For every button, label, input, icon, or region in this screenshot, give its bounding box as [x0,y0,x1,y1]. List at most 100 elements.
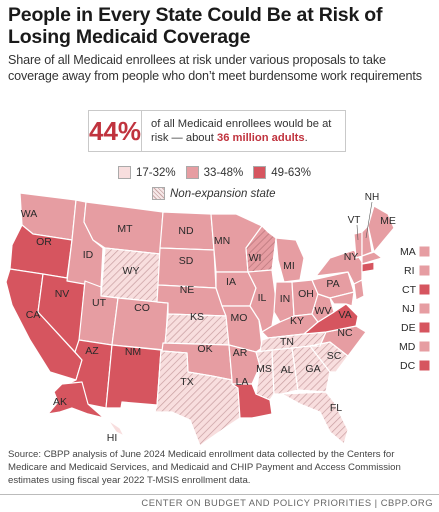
callout-text-before: of all Medicaid enrollees would be at ri… [151,118,332,144]
label-DC: DC [400,360,416,372]
callout-text: of all Medicaid enrollees would be at ri… [142,117,345,145]
label-UT: UT [92,297,107,309]
label-VA: VA [338,309,351,321]
state-WV [311,293,335,323]
legend-item-low: 17-32% [118,166,176,179]
label-MA: MA [400,246,416,258]
legend-swatch-low [118,166,131,179]
label-MN: MN [214,235,230,247]
label-LA: LA [236,376,249,388]
label-WI: WI [249,252,262,264]
label-OR: OR [36,236,52,248]
label-AR: AR [233,347,248,359]
label-VT: VT [348,215,361,226]
legend-hatch: Non-expansion state [152,187,275,200]
state-MD-shape [329,291,355,307]
label-TN: TN [280,336,294,348]
label-PA: PA [326,278,339,290]
legend-hatch-label: Non-expansion state [170,187,276,200]
footer-credit: CENTER ON BUDGET AND POLICY PRIORITIES |… [0,494,439,512]
box-MD [418,340,431,353]
label-MD: MD [399,341,416,353]
callout-box: 44% of all Medicaid enrollees would be a… [88,110,346,152]
label-KY: KY [290,315,304,327]
label-CO: CO [134,302,150,314]
legend-label-mid: 33-48% [203,166,244,179]
box-DE [418,321,431,334]
us-map: WA OR CA NV ID MT WY UT CO AZ NM ND SD N… [5,192,431,446]
label-ID: ID [83,249,94,261]
state-AK [47,381,105,419]
label-RI: RI [404,265,415,277]
label-DE: DE [401,322,416,334]
box-CT [418,283,431,296]
callout-highlight: 36 million adults [216,132,305,144]
legend-item-high: 49-63% [253,166,311,179]
label-NJ: NJ [402,303,415,315]
label-FL: FL [330,402,342,414]
label-IA: IA [226,276,236,288]
state-CT-shape [361,261,375,273]
label-ME: ME [380,215,396,227]
label-MS: MS [256,363,272,375]
leader-VT [356,224,359,241]
label-KS: KS [190,311,204,323]
legend: 17-32% 33-48% 49-63% [118,166,311,179]
callout-percent: 44% [89,111,143,151]
label-GA: GA [305,363,320,375]
label-IL: IL [258,292,267,304]
label-WA: WA [21,208,38,220]
box-MA [418,245,431,258]
legend-label-low: 17-32% [136,166,176,179]
state-GA [291,345,331,393]
page-subtitle: Share of all Medicaid enrollees at risk … [8,53,422,83]
source-note: Source: CBPP analysis of June 2024 Medic… [8,449,401,486]
state-SD [157,247,217,289]
state-MI [275,237,305,283]
label-TX: TX [180,376,193,388]
legend-swatch-high [253,166,267,179]
legend-item-mid: 33-48% [185,166,244,179]
label-MI: MI [283,260,295,272]
label-NC: NC [337,327,353,339]
legend-swatch-mid [185,166,199,179]
label-NM: NM [125,346,141,358]
label-WY: WY [123,265,140,277]
callout-text-after: . [304,132,308,144]
box-DC [418,359,431,372]
label-IN: IN [280,293,291,305]
state-LA [231,383,273,419]
state-MA-shape [361,251,383,265]
label-NY: NY [344,251,359,263]
state-ME [367,205,395,253]
small-state-boxes: MA RI CT NJ DE MD DC [399,245,431,372]
page-title: People in Every State Could Be at Risk o… [8,4,383,48]
leader-NH [365,201,373,239]
label-ND: ND [178,225,194,237]
label-SD: SD [179,255,194,267]
state-AL [271,347,299,395]
state-TX [154,349,241,446]
state-NJ-shape [353,279,365,301]
state-NH [361,225,373,257]
label-OK: OK [197,343,212,355]
label-NE: NE [180,284,195,296]
label-MO: MO [231,312,248,324]
label-HI: HI [107,432,118,444]
label-AL: AL [281,364,294,376]
label-NH: NH [365,192,379,203]
state-HI [107,419,125,437]
box-RI [418,264,431,277]
label-OH: OH [298,288,314,300]
label-WV: WV [315,305,332,317]
legend-label-high: 49-63% [271,166,311,179]
label-AK: AK [53,396,67,408]
label-AZ: AZ [85,345,99,357]
label-CA: CA [26,309,41,321]
state-FL [281,391,349,445]
label-NV: NV [55,288,70,300]
box-NJ [418,302,431,315]
state-MS [255,349,275,401]
label-CT: CT [402,284,417,296]
label-SC: SC [327,350,342,362]
